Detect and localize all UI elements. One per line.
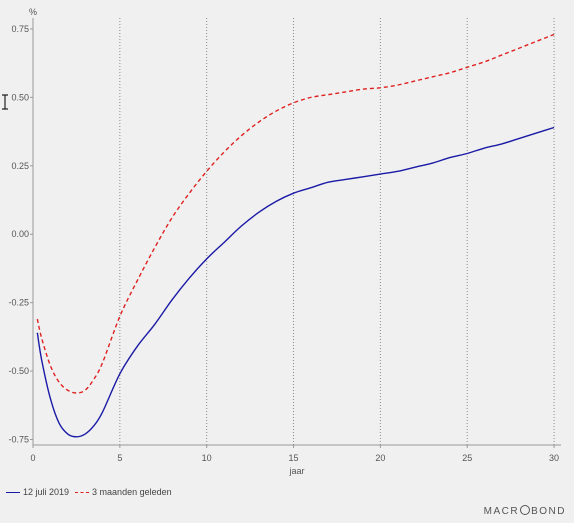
axes [30, 18, 561, 448]
brand-text-left: MACR [483, 506, 520, 517]
series-lines [36, 33, 555, 438]
brand-o-icon [520, 505, 531, 515]
brand-logo: MACR BOND [484, 505, 566, 517]
x-tick-label: 30 [549, 453, 559, 463]
series-line-1 [36, 126, 555, 438]
legend-label-series-1: 12 juli 2019 [23, 487, 70, 497]
y-tick-label: 0.00 [11, 229, 29, 239]
x-tick-label: 10 [202, 453, 212, 463]
legend-label-series-2: 3 maanden geleden [92, 487, 172, 497]
y-tick-labels: -0.75 -0.50 -0.25 0.00 0.25 0.50 0.75 [8, 24, 29, 445]
y-unit-label: % [29, 7, 37, 17]
series-line-2 [36, 33, 555, 394]
legend-swatch-dashed [75, 491, 90, 493]
y-tick-label: 0.50 [11, 92, 29, 102]
x-tick-label: 15 [289, 453, 299, 463]
y-tick-label: 0.25 [11, 161, 29, 171]
y-tick-label: -0.25 [8, 298, 29, 308]
legend-item-series-2: 3 maanden geleden [75, 487, 172, 497]
x-axis-label: jaar [288, 466, 304, 476]
x-tick-label: 0 [30, 453, 35, 463]
legend: 12 juli 2019 3 maanden geleden [6, 487, 172, 497]
x-tick-labels: 0 5 10 15 20 25 30 [30, 453, 559, 463]
x-tick-label: 20 [375, 453, 385, 463]
brand-text-right: BOND [531, 506, 566, 517]
x-tick-label: 25 [462, 453, 472, 463]
legend-item-series-1: 12 juli 2019 [6, 487, 69, 497]
y-tick-label: -0.75 [8, 435, 29, 445]
text-cursor-icon [2, 94, 8, 110]
y-tick-label: -0.50 [8, 366, 29, 376]
grid-lines [119, 18, 555, 445]
x-tick-label: 5 [117, 453, 122, 463]
y-tick-label: 0.75 [11, 24, 29, 34]
legend-swatch-solid [6, 491, 20, 493]
